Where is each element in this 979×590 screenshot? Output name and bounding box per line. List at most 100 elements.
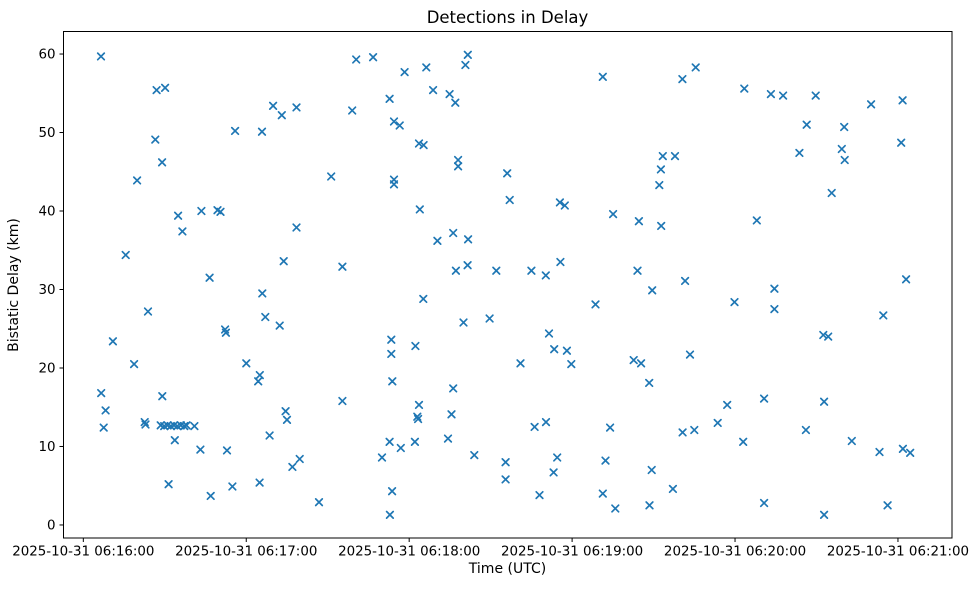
- data-point-marker: [141, 420, 150, 429]
- data-point-marker: [99, 423, 108, 432]
- y-tick-label: 40: [38, 205, 55, 220]
- data-point-marker: [419, 294, 428, 304]
- data-point-marker: [275, 321, 284, 330]
- data-point-marker: [295, 454, 304, 464]
- data-point-marker: [368, 53, 378, 62]
- data-point-marker: [451, 266, 461, 275]
- data-point-marker: [216, 207, 225, 216]
- data-point-marker: [178, 227, 187, 236]
- data-point-marker: [840, 122, 849, 132]
- data-point-marker: [629, 355, 638, 365]
- data-point-marker: [377, 453, 387, 462]
- data-point-marker: [501, 458, 510, 467]
- data-point-marker: [292, 223, 301, 232]
- data-point-marker: [658, 151, 667, 161]
- data-point-marker: [657, 221, 666, 231]
- data-point-marker: [598, 489, 607, 498]
- data-point-marker: [388, 377, 397, 386]
- data-point-marker: [879, 311, 888, 320]
- data-point-marker: [230, 126, 240, 136]
- data-point-marker: [97, 388, 106, 398]
- data-point-marker: [129, 359, 139, 369]
- data-point-marker: [636, 359, 646, 368]
- data-point-marker: [605, 423, 615, 432]
- data-point-marker: [221, 328, 231, 337]
- data-point-marker: [691, 63, 700, 72]
- data-point-marker: [461, 60, 470, 70]
- data-point-marker: [601, 456, 610, 465]
- data-point-marker: [428, 85, 438, 95]
- data-point-marker: [898, 444, 908, 453]
- data-point-marker: [463, 235, 473, 244]
- data-point-marker: [132, 176, 142, 185]
- data-point-marker: [647, 465, 656, 475]
- data-point-marker: [419, 140, 428, 150]
- data-point-marker: [837, 144, 846, 154]
- x-tick-label: 2025-10-31 06:19:00: [501, 545, 643, 560]
- data-point-marker: [608, 209, 618, 219]
- data-point-marker: [470, 450, 479, 460]
- data-point-marker: [898, 96, 907, 105]
- data-point-marker: [411, 341, 420, 351]
- data-point-marker: [485, 314, 494, 323]
- y-tick-label: 50: [38, 126, 55, 141]
- data-point-marker: [413, 412, 422, 421]
- data-point-marker: [527, 266, 536, 275]
- data-point-marker: [164, 480, 173, 489]
- data-point-marker: [180, 421, 189, 431]
- data-point-marker: [827, 188, 836, 198]
- data-point-marker: [505, 195, 514, 205]
- data-point-marker: [182, 421, 191, 430]
- data-point-marker: [258, 289, 267, 298]
- data-point-marker: [656, 165, 666, 174]
- data-point-marker: [257, 127, 267, 136]
- data-point-marker: [348, 106, 357, 115]
- data-point-marker: [544, 329, 554, 338]
- data-point-marker: [385, 510, 395, 519]
- data-point-marker: [516, 359, 525, 368]
- data-point-marker: [723, 400, 732, 410]
- data-point-marker: [152, 85, 161, 95]
- data-point-marker: [801, 425, 811, 435]
- data-point-marker: [389, 117, 399, 126]
- data-point-marker: [173, 211, 183, 220]
- data-point-marker: [453, 162, 463, 171]
- data-point-marker: [541, 271, 550, 280]
- data-point-marker: [530, 422, 539, 432]
- data-point-marker: [463, 261, 472, 270]
- data-point-marker: [447, 410, 456, 419]
- data-point-marker: [282, 415, 292, 424]
- data-point-marker: [279, 257, 288, 266]
- data-point-marker: [352, 55, 361, 64]
- data-point-marker: [389, 180, 399, 189]
- data-point-marker: [795, 148, 804, 158]
- data-point-marker: [449, 384, 458, 393]
- data-point-marker: [151, 135, 160, 144]
- data-point-marker: [562, 346, 572, 355]
- data-point-marker: [205, 273, 214, 282]
- data-point-marker: [819, 510, 829, 519]
- data-point-marker: [414, 139, 424, 148]
- x-tick-label: 2025-10-31 06:17:00: [175, 545, 317, 560]
- data-point-marker: [158, 392, 167, 401]
- data-point-marker: [196, 445, 205, 454]
- data-point-marker: [752, 216, 761, 225]
- data-point-marker: [255, 478, 264, 487]
- y-tick-label: 60: [38, 48, 55, 63]
- data-point-marker: [277, 111, 286, 120]
- data-point-marker: [445, 89, 454, 99]
- data-point-marker: [690, 425, 699, 435]
- data-point-marker: [242, 359, 251, 368]
- data-point-marker: [338, 396, 347, 406]
- data-point-marker: [740, 84, 749, 93]
- data-point-marker: [802, 120, 811, 129]
- data-point-marker: [560, 201, 569, 210]
- data-point-marker: [901, 275, 911, 284]
- data-point-marker: [400, 67, 409, 77]
- data-point-marker: [598, 72, 607, 81]
- data-point-marker: [811, 91, 820, 100]
- data-point-marker: [655, 180, 664, 190]
- data-point-marker: [265, 431, 274, 440]
- x-tick-label: 2025-10-31 06:16:00: [12, 545, 154, 560]
